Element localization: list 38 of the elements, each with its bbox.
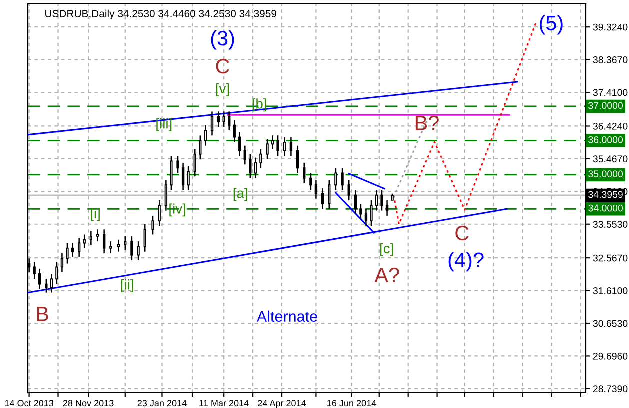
x-tick-label: 28 Nov 2013	[63, 400, 114, 407]
annotation: (3)	[211, 30, 234, 50]
annotation: (5)	[540, 15, 563, 35]
y-tick-label: 31.6100	[593, 288, 628, 294]
annotation: [c]	[380, 243, 394, 256]
x-tick-label: 11 Mar 2014	[200, 400, 249, 407]
ref-line-label: 37.0000	[588, 102, 623, 110]
y-tick-label: 29.6960	[593, 352, 628, 360]
x-tick-label: 23 Jan 2014	[138, 400, 187, 407]
ref-line-label: 35.0000	[588, 170, 623, 178]
annotation: [v]	[216, 83, 230, 96]
annotation: (4)?	[448, 252, 484, 272]
annotation: [iv]	[170, 204, 186, 217]
annotation: C	[456, 226, 469, 241]
y-tick-label: 28.7390	[593, 386, 628, 393]
annotation: B	[37, 307, 48, 322]
ref-line-label: 36.0000	[588, 136, 623, 144]
annotation: C	[216, 59, 230, 74]
annotation: A?	[374, 268, 400, 282]
y-tick-label: 30.6530	[593, 320, 628, 328]
text: USDRUB,Daily 34.2530 34.4460 34.2530 34.3959	[46, 10, 276, 20]
annotation: Alternate	[256, 310, 318, 322]
y-tick-label: 38.3670	[593, 56, 628, 64]
y-tick-label: 37.4100	[593, 89, 628, 96]
x-tick-label: 24 Apr 2014	[258, 400, 306, 408]
y-tick-label: 36.4240	[593, 122, 628, 130]
annotation: [i]	[91, 208, 100, 222]
ref-line-label: 34.0000	[588, 204, 623, 212]
x-tick-label: 16 Jun 2014	[328, 400, 376, 407]
y-tick-label: 35.4670	[593, 156, 628, 163]
annotation: B?	[416, 116, 439, 130]
annotation: [ii]	[121, 280, 134, 292]
annotation: [a]	[234, 188, 248, 202]
annotation: [iii]	[156, 118, 172, 132]
y-tick-label: 33.5530	[593, 221, 628, 228]
x-tick-label: 14 Oct 2013	[5, 400, 54, 407]
y-tick-label: 32.5670	[593, 254, 628, 262]
y-tick-label: 39.3240	[593, 24, 628, 31]
